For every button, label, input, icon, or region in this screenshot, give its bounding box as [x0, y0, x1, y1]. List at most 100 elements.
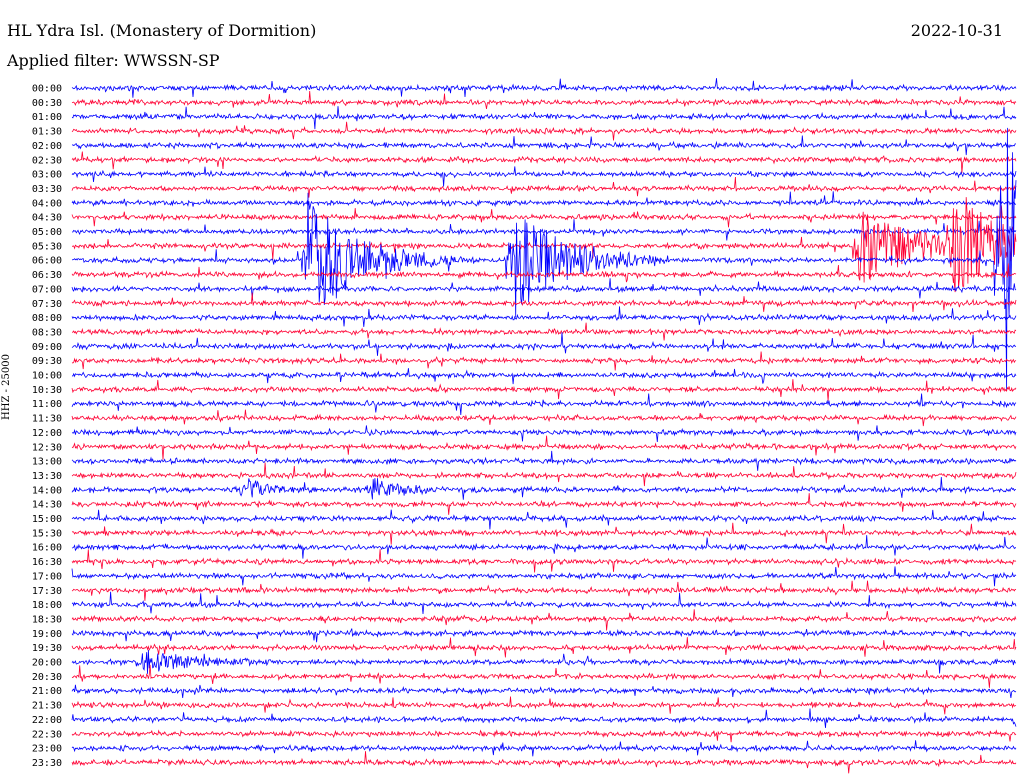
row-tick-label: 09:00: [32, 342, 62, 353]
row-tick-label: 20:00: [32, 658, 62, 669]
seismic-trace-row: [71, 205, 1017, 228]
tick-label-group: 00:00 00:30 01:00 01:30 02:00 02:30 03:00 03:30…: [32, 84, 62, 769]
seismic-trace-row: [71, 751, 1017, 774]
row-tick-label: 14:00: [32, 485, 62, 496]
seismic-trace-row: [71, 566, 1017, 587]
seismic-trace-row: [71, 708, 1017, 728]
row-tick-label: 10:00: [32, 371, 62, 382]
row-tick-label: 15:30: [32, 528, 62, 539]
row-tick-label: 05:00: [32, 227, 62, 238]
row-tick-label: 17:00: [32, 571, 62, 582]
row-tick-label: 20:30: [32, 672, 62, 683]
seismic-trace-row: [71, 609, 1017, 631]
seismic-trace-row: [72, 322, 1017, 341]
seismic-trace-row: [71, 121, 1017, 141]
seismic-trace-row: [71, 509, 1017, 530]
row-tick-label: 05:30: [32, 241, 62, 252]
row-tick-label: 21:00: [32, 686, 62, 697]
row-tick-label: 07:00: [32, 284, 62, 295]
seismic-trace-row: [71, 166, 1017, 187]
row-tick-label: 08:30: [32, 327, 62, 338]
seismic-trace-row: [71, 151, 1017, 173]
seismic-trace-row: [71, 176, 1017, 198]
seismic-trace-row: [71, 351, 1017, 371]
seismic-trace-row: [71, 591, 1017, 615]
seismic-trace-row: [71, 292, 1017, 313]
seismic-trace-row: [71, 664, 1017, 688]
row-tick-label: 01:00: [32, 112, 62, 123]
row-tick-label: 00:00: [32, 84, 62, 95]
seismic-trace-row: [71, 696, 1017, 715]
seismic-trace-row: [71, 493, 1017, 515]
record-date: 2022-10-31: [910, 21, 1003, 40]
row-tick-label: 19:30: [32, 643, 62, 654]
row-tick-label: 02:30: [32, 155, 62, 166]
row-tick-label: 22:30: [32, 729, 62, 740]
row-tick-label: 02:00: [32, 141, 62, 152]
seismic-trace-row: [71, 90, 1017, 109]
station-title: HL Ydra Isl. (Monastery of Dormition): [7, 21, 317, 40]
row-tick-label: 23:00: [32, 744, 62, 755]
row-tick-label: 04:00: [32, 198, 62, 209]
row-tick-label: 23:30: [32, 758, 62, 769]
row-tick-label: 17:30: [32, 586, 62, 597]
seismic-trace-row: [71, 628, 1017, 643]
row-tick-label: 07:30: [32, 299, 62, 310]
row-tick-label: 13:30: [32, 471, 62, 482]
filter-label: Applied filter: WWSSN-SP: [7, 51, 220, 70]
row-tick-label: 18:00: [32, 600, 62, 611]
row-tick-label: 11:30: [32, 414, 62, 425]
seismic-trace-row: [71, 580, 1017, 601]
seismic-trace-row: [71, 409, 1017, 427]
seismic-trace-row: [71, 127, 1017, 391]
row-tick-label: 18:30: [32, 614, 62, 625]
seismic-trace-row: [71, 476, 1016, 500]
seismic-trace-row: [71, 425, 1017, 443]
row-tick-label: 04:30: [32, 213, 62, 224]
trace-group: [71, 78, 1017, 774]
seismic-trace-row: [71, 135, 1016, 156]
row-tick-label: 06:30: [32, 270, 62, 281]
row-tick-label: 16:00: [32, 543, 62, 554]
seismic-trace-row: [71, 450, 1017, 471]
seismic-trace-row: [71, 306, 1017, 327]
seismic-trace-row: [71, 379, 1017, 401]
row-tick-label: 14:30: [32, 500, 62, 511]
seismic-trace-row: [71, 368, 1017, 385]
row-tick-label: 00:30: [32, 98, 62, 109]
seismic-trace-row: [71, 637, 1017, 658]
seismic-trace-row: [71, 263, 1017, 284]
row-tick-label: 12:00: [32, 428, 62, 439]
row-tick-label: 16:30: [32, 557, 62, 568]
row-tick-label: 13:00: [32, 457, 62, 468]
row-tick-label: 19:00: [32, 629, 62, 640]
row-tick-label: 08:00: [32, 313, 62, 324]
row-tick-label: 06:00: [32, 256, 62, 267]
seismic-trace-row: [71, 78, 1017, 98]
row-tick-label: 12:30: [32, 442, 62, 453]
seismic-trace-row: [71, 729, 1017, 743]
row-tick-label: 22:00: [32, 715, 62, 726]
row-tick-label: 03:30: [32, 184, 62, 195]
seismic-trace-row: [71, 332, 1017, 356]
seismic-trace-row: [71, 649, 1017, 674]
seismic-trace-row: [71, 684, 1017, 699]
seismic-trace-row: [71, 393, 1017, 416]
row-tick-label: 01:30: [32, 127, 62, 138]
seismic-trace-row: [71, 106, 1017, 130]
row-tick-label: 15:00: [32, 514, 62, 525]
seismic-trace-row: [71, 197, 1017, 293]
seismic-trace-row: [71, 191, 1017, 210]
row-tick-label: 10:30: [32, 385, 62, 396]
seismic-trace-row: [71, 522, 1017, 545]
seismic-trace-row: [71, 535, 1017, 559]
row-tick-label: 09:30: [32, 356, 62, 367]
row-tick-label: 03:00: [32, 170, 62, 181]
row-tick-label: 11:00: [32, 399, 62, 410]
seismic-trace-row: [71, 740, 1017, 757]
seismic-trace-row: [71, 278, 1017, 301]
seismic-trace-row: [71, 462, 1017, 487]
seismic-trace-row: [71, 435, 1017, 460]
row-tick-label: 21:30: [32, 701, 62, 712]
